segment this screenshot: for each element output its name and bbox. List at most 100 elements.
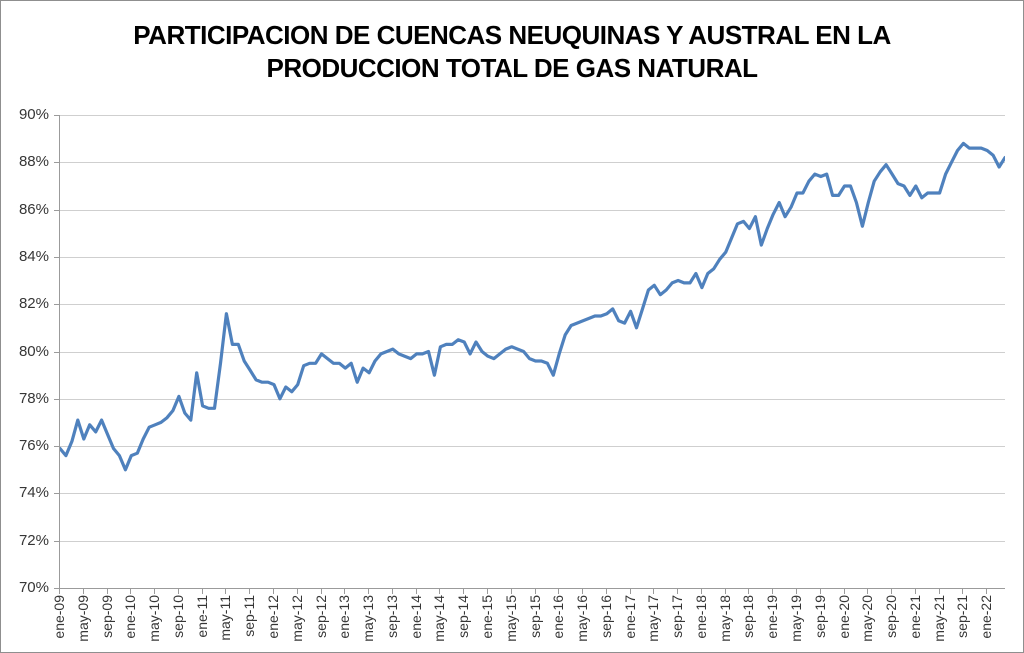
x-axis-tick-label: sep-14	[455, 595, 472, 638]
y-axis-tick-label: 80%	[18, 342, 49, 360]
plot-area	[59, 115, 1005, 589]
x-axis-tick	[772, 589, 774, 594]
x-axis-tick	[510, 589, 512, 594]
x-axis-tick	[629, 589, 631, 594]
y-axis-tick	[54, 304, 59, 306]
y-gridline	[60, 256, 1005, 258]
x-axis-tick-label: ene-13	[336, 595, 353, 639]
y-axis-tick	[54, 398, 59, 400]
x-axis-tick	[843, 589, 845, 594]
x-axis-tick	[867, 589, 869, 594]
x-axis-tick	[249, 589, 251, 594]
y-axis-tick-label: 76%	[18, 437, 49, 455]
x-axis-tick-label: ene-10	[122, 595, 139, 639]
x-axis-tick	[225, 589, 227, 594]
y-gridline	[60, 209, 1005, 211]
x-axis-tick	[558, 589, 560, 594]
x-axis-tick-label: may-15	[502, 595, 519, 642]
x-axis-tick-label: may-19	[788, 595, 804, 642]
x-axis-tick-label: may-13	[360, 595, 377, 642]
x-axis-tick-label: ene-09	[51, 595, 67, 639]
x-axis-tick	[273, 589, 274, 594]
x-axis-tick	[463, 589, 465, 594]
y-gridline	[60, 493, 1005, 495]
x-axis-tick-label: may-21	[930, 595, 947, 642]
x-axis-tick	[534, 589, 536, 594]
x-axis-tick	[177, 589, 179, 594]
x-axis-tick	[891, 589, 893, 594]
x-axis-tick-label: sep-20	[883, 595, 900, 638]
gas-share-line	[60, 141, 1005, 472]
y-axis-tick-label: 70%	[18, 579, 49, 596]
x-axis-tick-label: sep-15	[526, 595, 543, 638]
x-axis-tick	[605, 589, 607, 594]
x-axis-tick	[296, 589, 298, 594]
y-axis-tick	[54, 209, 59, 211]
y-axis-tick	[54, 162, 59, 164]
y-axis-tick-label: 90%	[18, 106, 49, 123]
y-gridline	[60, 540, 1005, 542]
x-axis-tick-label: ene-19	[764, 595, 781, 639]
x-axis-tick	[130, 589, 132, 594]
x-axis-tick	[724, 589, 726, 594]
y-gridline	[60, 115, 1005, 116]
x-axis-tick	[938, 589, 940, 594]
x-axis-tick-label: ene-15	[478, 595, 495, 639]
y-axis-tick	[54, 115, 59, 116]
x-axis-tick-label: sep-12	[312, 595, 329, 638]
x-axis-tick-label: may-20	[859, 595, 876, 642]
x-axis-tick-label: sep-11	[241, 595, 258, 637]
x-axis-tick	[415, 589, 417, 594]
x-axis-tick	[962, 589, 964, 594]
x-axis-tick	[154, 589, 156, 594]
x-axis-tick	[368, 589, 370, 594]
x-axis-tick	[748, 589, 750, 594]
x-axis-tick-label: sep-19	[811, 595, 828, 638]
x-axis-tick-label: may-11	[217, 595, 234, 641]
x-axis-tick-label: may-16	[574, 595, 590, 642]
y-axis-tick	[54, 446, 59, 448]
x-axis-tick-label: sep-13	[383, 595, 400, 638]
x-axis-tick-label: ene-12	[265, 595, 281, 639]
x-axis-tick-label: sep-09	[98, 595, 115, 638]
series-line-svg	[60, 141, 1005, 472]
y-gridline	[60, 398, 1005, 400]
y-axis-tick	[54, 351, 59, 353]
y-axis-tick	[54, 256, 59, 258]
y-axis-tick-label: 82%	[18, 295, 49, 313]
x-axis-tick	[653, 589, 655, 594]
chart-title-line1: PARTICIPACION DE CUENCAS NEUQUINAS Y AUS…	[133, 20, 891, 50]
x-axis-tick-label: sep-16	[597, 595, 614, 638]
x-axis-tick	[106, 589, 108, 594]
x-axis-tick-label: may-18	[716, 595, 733, 642]
y-axis-tick-label: 86%	[18, 200, 49, 218]
x-axis-tick-label: may-09	[74, 595, 91, 642]
x-axis-tick-label: may-17	[645, 595, 662, 642]
x-axis-tick-label: ene-21	[906, 595, 923, 639]
y-axis-tick	[54, 540, 59, 542]
x-axis-tick	[439, 589, 441, 594]
x-axis-tick	[201, 589, 203, 594]
x-axis-tick-label: sep-18	[740, 595, 757, 638]
x-axis-tick-label: ene-22	[978, 595, 995, 639]
y-gridline	[60, 304, 1005, 306]
x-axis-tick	[796, 589, 797, 594]
chart-title: PARTICIPACION DE CUENCAS NEUQUINAS Y AUS…	[1, 19, 1023, 85]
y-axis-tick-label: 78%	[18, 389, 49, 407]
y-axis-tick-label: 72%	[18, 531, 49, 549]
x-axis-tick-label: ene-16	[550, 595, 567, 639]
x-axis-tick-label: ene-11	[193, 595, 210, 638]
x-axis-tick-label: sep-17	[669, 595, 686, 638]
x-axis-tick	[344, 589, 346, 594]
y-axis-tick-label: 74%	[18, 484, 49, 502]
x-axis-tick	[582, 589, 583, 594]
x-axis-tick-label: may-14	[431, 595, 448, 642]
x-axis-tick-label: may-12	[288, 595, 305, 642]
y-axis-tick	[54, 588, 59, 589]
x-axis-tick	[700, 589, 702, 594]
chart-title-line2: PRODUCCION TOTAL DE GAS NATURAL	[266, 53, 758, 83]
x-axis-tick	[320, 589, 322, 594]
x-axis-tick	[82, 589, 84, 594]
y-axis-tick	[54, 493, 59, 495]
